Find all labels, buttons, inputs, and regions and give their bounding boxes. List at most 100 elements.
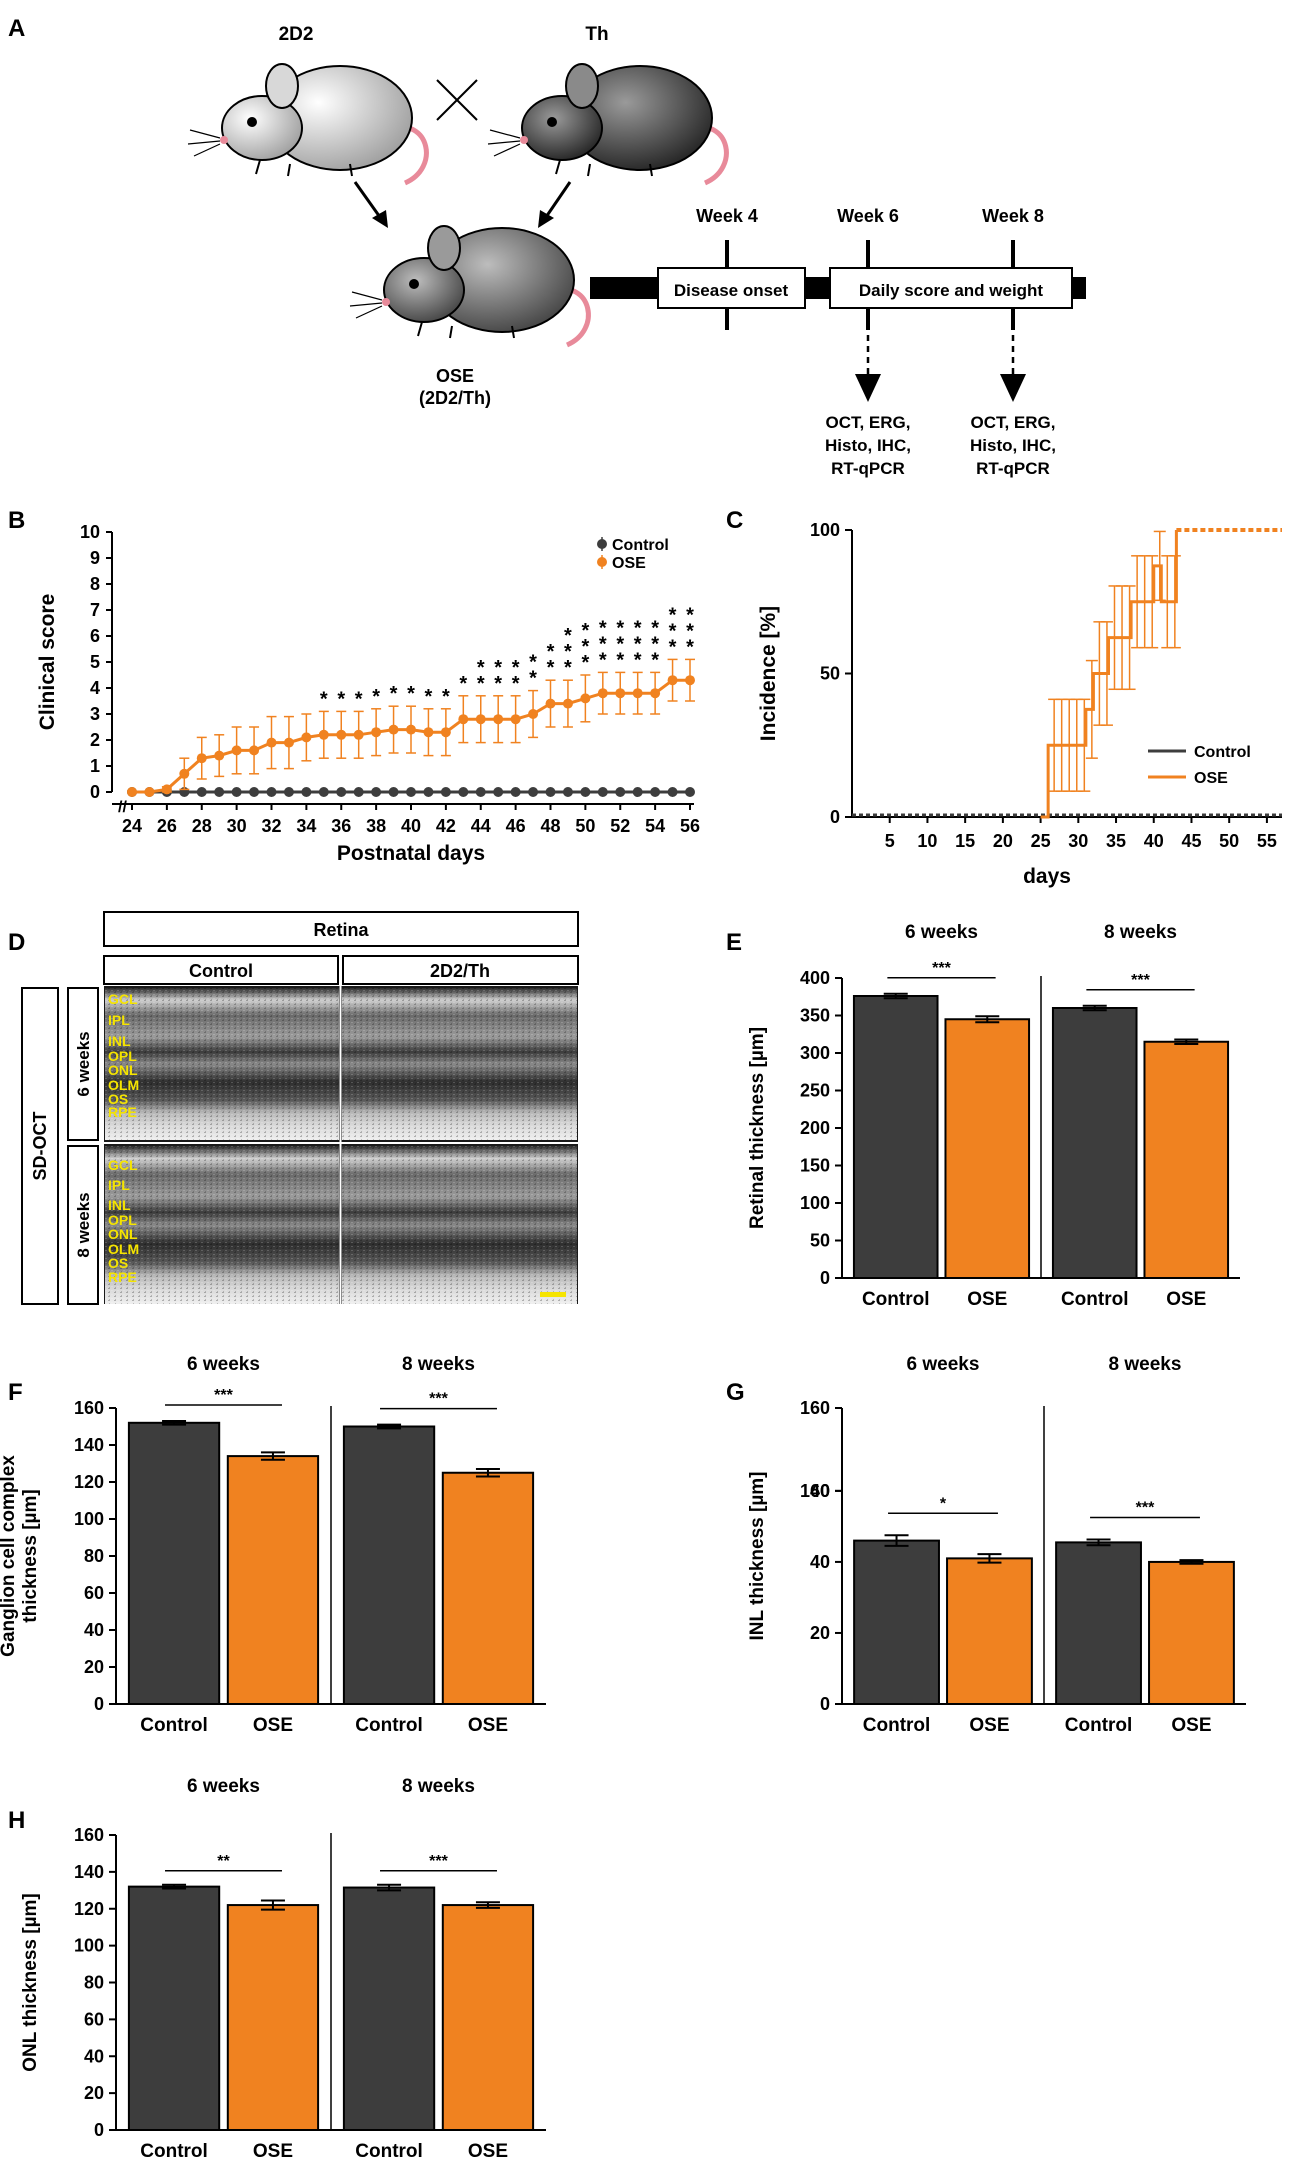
point-ose-b — [214, 750, 225, 761]
point-control-b — [528, 787, 539, 797]
x-tick-label-c: 35 — [1106, 831, 1126, 851]
y-axis-title-f: thickness [µm] — [20, 1489, 41, 1622]
y-tick-label-h: 20 — [84, 2083, 104, 2103]
point-control-b — [423, 787, 434, 797]
bar-control — [853, 1539, 940, 1706]
cross-arrows — [353, 181, 572, 228]
panel-a: A 2D2 Th — [8, 15, 1086, 478]
bar-ose — [441, 1904, 535, 2131]
y-tick-label-b: 2 — [90, 730, 100, 750]
layer-label-6w: OS — [108, 1091, 128, 1107]
sig-star-b: * — [634, 633, 642, 655]
group-title-g: 6 weeks — [907, 1354, 980, 1375]
series-line-ose-c — [1040, 530, 1178, 819]
timeline: Week 4 Week 6 Week 8 Disease onset Daily… — [590, 206, 1086, 478]
x-tick-label-b: 52 — [610, 816, 630, 836]
bar-ose — [441, 1471, 535, 1705]
y-tick-label-f: 20 — [84, 1657, 104, 1677]
point-ose-b — [528, 709, 539, 719]
week4-label: Week 4 — [696, 206, 758, 226]
sig-star-b: * — [477, 657, 485, 679]
point-ose-b — [667, 675, 678, 686]
sig-star-b: * — [599, 617, 607, 639]
y-tick-label-g: 60 — [810, 1481, 830, 1501]
bar-ose — [946, 1557, 1033, 1706]
x-tick-label-h: OSE — [253, 2141, 293, 2160]
daily-score-box — [829, 267, 1073, 309]
sig-star-b: * — [581, 636, 589, 658]
y-axis-title-e: Retinal thickness [µm] — [747, 1027, 768, 1229]
x-tick-label-b: 56 — [680, 816, 700, 836]
point-ose-b — [493, 714, 504, 725]
sdoct-label-box — [21, 987, 59, 1305]
sig-star-b: * — [581, 652, 589, 674]
sig-label-g: * — [940, 1495, 947, 1512]
y-axis-title-g: INL thickness [µm] — [747, 1472, 768, 1641]
panel-letter-e: E — [726, 929, 742, 956]
bar-control — [127, 1885, 221, 2131]
y-tick-label-h: 0 — [94, 2120, 104, 2140]
x-tick-label-h: OSE — [468, 2141, 508, 2160]
y-tick-label-f: 160 — [74, 1398, 104, 1418]
y-tick-label-b: 5 — [90, 652, 100, 672]
sig-star-b: * — [686, 636, 694, 658]
y-tick-label-e: 200 — [800, 1118, 830, 1138]
x-tick-label-b: 44 — [471, 816, 491, 836]
x-tick-label-b: 48 — [540, 816, 560, 836]
legend-label-ose-b: OSE — [612, 555, 646, 572]
layer-label-8w: OS — [108, 1255, 128, 1271]
group-title-h: 6 weeks — [187, 1776, 260, 1797]
point-control-b — [283, 787, 294, 797]
y-tick-label-h: 140 — [74, 1862, 104, 1882]
sig-label-f: *** — [214, 1387, 233, 1404]
point-ose-b — [406, 724, 416, 735]
y-axis-title-b: Clinical score — [36, 594, 59, 731]
x-tick-label-c: 5 — [885, 831, 895, 851]
x-axis-title-b: Postnatal days — [337, 842, 485, 865]
sig-star-b: * — [355, 688, 363, 710]
y-tick-label-f: 120 — [74, 1472, 104, 1492]
group-title-e: 8 weeks — [1104, 922, 1177, 943]
sig-star-b: * — [512, 673, 520, 695]
sig-star-b: * — [564, 625, 572, 647]
group-title-e: 6 weeks — [905, 922, 978, 943]
y-tick-label-g: 40 — [810, 1552, 830, 1572]
point-control-b — [266, 787, 277, 797]
chart-e: 0 50 100 150 200 250 300 350 400 Retinal thicknes… — [747, 922, 1240, 1310]
layer-label-6w: GCL — [108, 991, 138, 1007]
panel-letter-b: B — [8, 507, 25, 534]
point-control-b — [301, 787, 312, 797]
point-ose-b — [510, 714, 521, 725]
point-ose-b — [301, 732, 312, 743]
offspring-label-line1: OSE — [436, 366, 474, 386]
x-tick-label-e: Control — [1061, 1289, 1129, 1310]
panel-letter-d: D — [8, 929, 25, 956]
bar-control — [342, 1425, 436, 1705]
week8-label: Week 8 — [982, 206, 1044, 226]
point-ose-b — [336, 729, 347, 740]
y-tick-label-c: 50 — [820, 664, 840, 684]
y-tick-label-h: 40 — [84, 2046, 104, 2066]
x-tick-label-f: Control — [140, 1715, 208, 1736]
bar-ose — [226, 1904, 320, 2131]
point-control-b — [632, 787, 643, 797]
layer-label-8w: OPL — [108, 1212, 137, 1228]
sig-star-b: * — [599, 633, 607, 655]
point-ose-b — [371, 727, 382, 738]
x-tick-label-b: 54 — [645, 816, 665, 836]
sig-star-b: * — [616, 633, 624, 655]
bar-ose — [1148, 1560, 1235, 1706]
point-control-b — [440, 787, 451, 797]
point-control-b — [597, 787, 608, 797]
point-ose-b — [144, 787, 155, 797]
x-tick-label-g: OSE — [1171, 1715, 1211, 1736]
sig-label-e: *** — [1131, 972, 1150, 989]
sig-star-b: * — [494, 657, 502, 679]
assay-8-line1: OCT, ERG, — [970, 413, 1055, 432]
x-tick-label-g: OSE — [969, 1715, 1009, 1736]
group-title-g: 8 weeks — [1109, 1354, 1182, 1375]
